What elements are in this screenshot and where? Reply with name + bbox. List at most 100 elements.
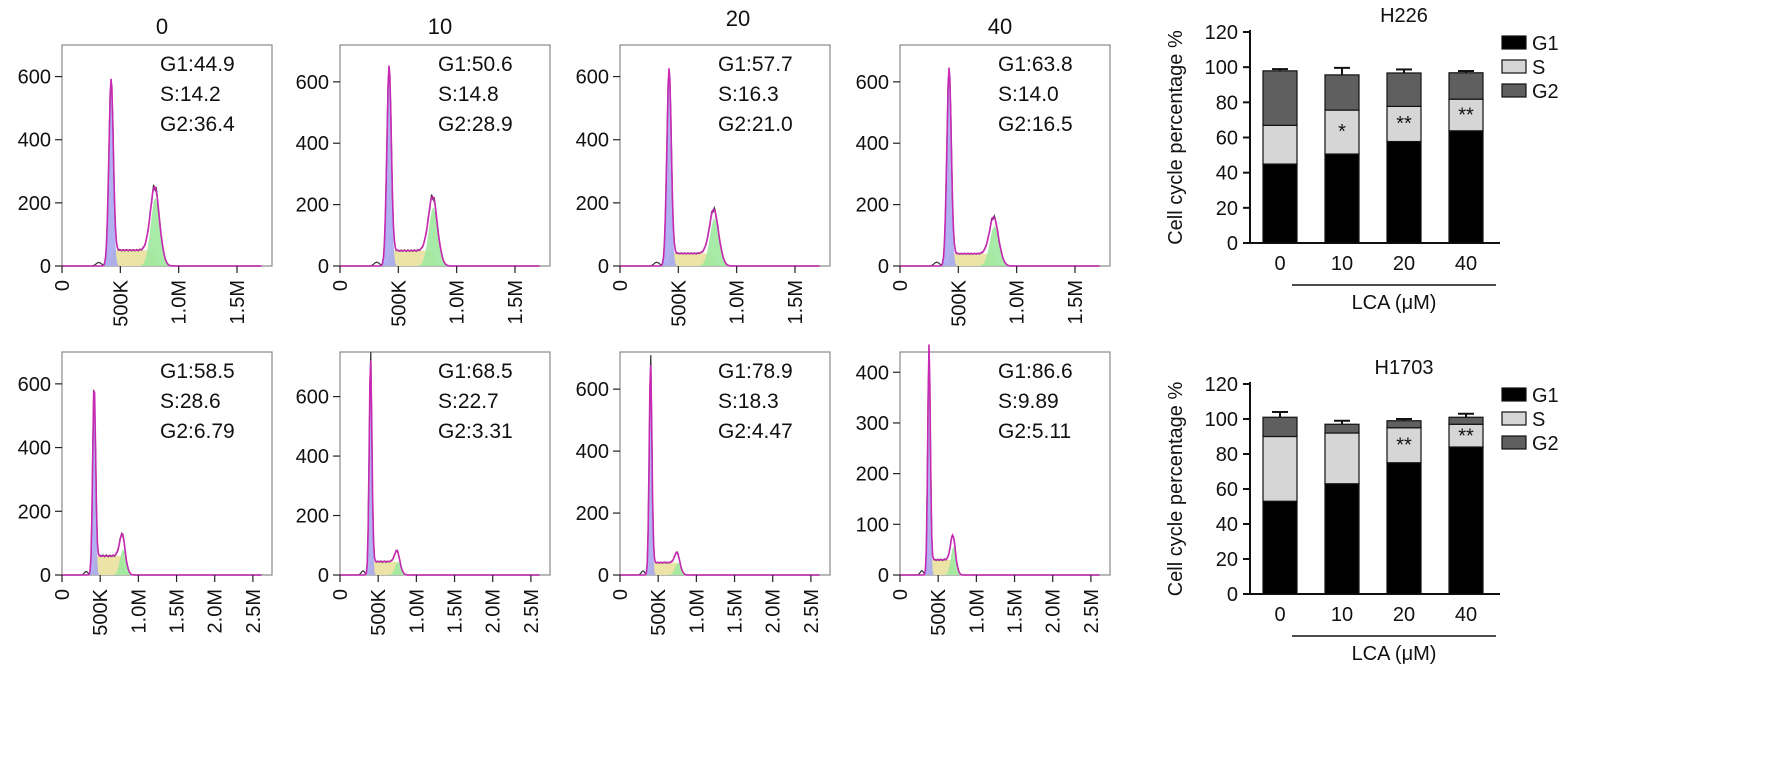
histogram-panel-r1-c2: 10 0 200 400 600 0 500K 1.0M 1.5M G1:50.6 S:14.8 G2…: [296, 14, 551, 327]
significance-mark: **: [1396, 435, 1412, 457]
y-tick-label: 100: [856, 514, 889, 536]
bar-segment-g1: [1386, 462, 1422, 595]
legend-label: G1: [1532, 33, 1559, 55]
x-tick-label: 2.0M: [763, 589, 785, 633]
x-tick-label: 2.5M: [1081, 589, 1103, 633]
x-axis-label: LCA (μM): [1352, 292, 1437, 314]
bar-segment-g2: [1386, 420, 1422, 429]
g1-phase-area: [62, 89, 262, 266]
bar-segment-g1: [1448, 446, 1484, 595]
bar-segment-g2: [1324, 74, 1360, 111]
x-tick-label: 500K: [948, 279, 970, 326]
bar-segment-g1: [1448, 130, 1484, 244]
y-tick-label: 0: [1227, 584, 1238, 606]
x-tick-label: 500K: [90, 588, 112, 635]
category-label: 0: [1274, 253, 1285, 275]
x-tick-label: 1.5M: [1065, 280, 1087, 324]
bar-segment-g2: [1448, 416, 1484, 425]
y-tick-label: 0: [598, 565, 609, 587]
g2-percentage-label: G2:16.5: [998, 113, 1073, 136]
bar-segment-g2: [1386, 72, 1422, 107]
y-tick-label: 400: [576, 130, 609, 152]
y-tick-label: 20: [1216, 198, 1238, 220]
significance-mark: **: [1396, 113, 1412, 135]
y-tick-label: 0: [598, 256, 609, 278]
bar-segment-s: [1386, 105, 1422, 143]
x-tick-label: 500K: [110, 279, 132, 326]
x-tick-label: 1.5M: [785, 280, 807, 324]
y-tick-label: 400: [576, 441, 609, 463]
y-tick-label: 0: [878, 565, 889, 587]
category-label: 10: [1331, 604, 1353, 626]
s-percentage-label: S:18.3: [718, 390, 779, 413]
y-tick-label: 120: [1205, 374, 1238, 396]
g2-percentage-label: G2:36.4: [160, 113, 235, 136]
g2-phase-area: [62, 198, 262, 266]
y-tick-label: 200: [18, 193, 51, 215]
g1-percentage-label: G1:78.9: [718, 360, 793, 383]
x-tick-label: 0: [890, 280, 912, 291]
histogram-panel-r2-c3: 0 200 400 600 0 500K 1.0M 1.5M 2.0M 2.5M G1:78.9 S:…: [576, 351, 831, 636]
x-tick-label: 1.0M: [686, 589, 708, 633]
bar-segment-g2: [1448, 72, 1484, 100]
y-tick-label: 600: [576, 379, 609, 401]
x-tick-label: 2.5M: [521, 589, 543, 633]
x-axis-label: LCA (μM): [1352, 643, 1437, 665]
y-tick-label: 0: [318, 256, 329, 278]
legend-label: G2: [1532, 81, 1559, 103]
legend-swatch-g1: [1501, 35, 1527, 50]
y-tick-label: 400: [856, 362, 889, 384]
bar-segment-g1: [1324, 483, 1360, 595]
fitted-model-line: [620, 364, 820, 576]
x-tick-label: 2.0M: [483, 589, 505, 633]
x-tick-label: 2.5M: [801, 589, 823, 633]
y-tick-label: 120: [1205, 22, 1238, 44]
category-label: 10: [1331, 253, 1353, 275]
g2-percentage-label: G2:21.0: [718, 113, 793, 136]
x-tick-label: 1.5M: [167, 589, 189, 633]
y-tick-label: 20: [1216, 549, 1238, 571]
bar-segment-s: [1448, 98, 1484, 132]
g1-percentage-label: G1:57.7: [718, 53, 793, 76]
y-tick-label: 80: [1216, 92, 1238, 114]
bar-segment-g2: [1262, 70, 1298, 126]
y-tick-label: 40: [1216, 163, 1238, 185]
legend-swatch-s: [1501, 59, 1527, 74]
y-tick-label: 600: [296, 72, 329, 94]
x-tick-label: 2.5M: [243, 589, 265, 633]
x-tick-label: 500K: [928, 588, 950, 635]
x-tick-label: 2.0M: [205, 589, 227, 633]
g2-percentage-label: G2:4.47: [718, 420, 793, 443]
x-tick-label: 0: [330, 280, 352, 291]
y-tick-label: 400: [18, 438, 51, 460]
histogram-panel-r2-c4: 0 100 200 300 400 0 500K 1.0M 1.5M 2.0M 2.5M G1:86.…: [856, 344, 1111, 636]
x-tick-label: 1.0M: [128, 589, 150, 633]
g1-percentage-label: G1:86.6: [998, 360, 1073, 383]
s-percentage-label: S:9.89: [998, 390, 1059, 413]
concentration-title: 20: [726, 6, 750, 31]
legend-label: S: [1532, 57, 1545, 79]
x-tick-label: 500K: [368, 588, 390, 635]
s-percentage-label: S:22.7: [438, 390, 499, 413]
plot-frame: [899, 44, 1111, 267]
category-label: 40: [1455, 253, 1477, 275]
x-tick-label: 1.0M: [966, 589, 988, 633]
histogram-panel-r2-c1: 0 200 400 600 0 500K 1.0M 1.5M 2.0M 2.5M G1:58.5 S:…: [18, 351, 273, 636]
x-tick-label: 0: [610, 280, 632, 291]
plot-frame: [339, 44, 551, 267]
y-tick-label: 200: [296, 506, 329, 528]
x-tick-label: 1.5M: [505, 280, 527, 324]
s-phase-area: [340, 561, 540, 575]
y-tick-label: 600: [576, 67, 609, 89]
g1-percentage-label: G1:58.5: [160, 360, 235, 383]
category-label: 20: [1393, 253, 1415, 275]
x-tick-label: 500K: [668, 279, 690, 326]
significance-mark: *: [1338, 121, 1346, 143]
x-tick-label: 0: [610, 589, 632, 600]
y-tick-label: 200: [576, 503, 609, 525]
s-percentage-label: S:16.3: [718, 83, 779, 106]
